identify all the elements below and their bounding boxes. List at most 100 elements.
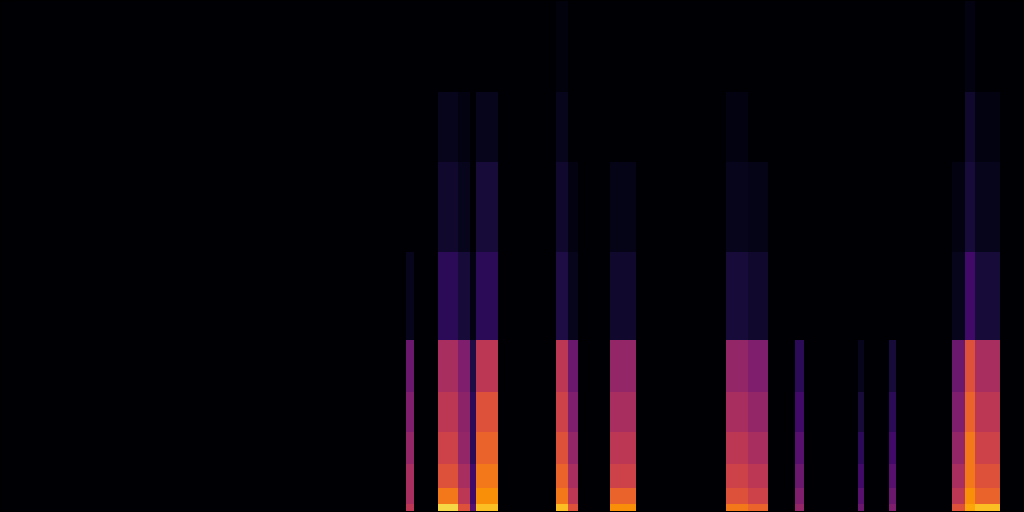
heatmap-cell [748, 488, 768, 504]
heatmap-cell [0, 340, 406, 392]
heatmap-cell [1000, 0, 1024, 92]
heatmap-cell [896, 340, 952, 392]
heatmap-cell [726, 0, 748, 92]
heatmap-cell [498, 488, 556, 504]
heatmap-cell [556, 392, 568, 432]
heatmap-cell [952, 432, 965, 464]
heatmap-cell [0, 488, 406, 504]
heatmap-cell [889, 504, 896, 512]
heatmap-cell [975, 504, 1000, 512]
heatmap-cell [726, 432, 748, 464]
heatmap-cell [458, 432, 470, 464]
heatmap-cell [858, 340, 864, 392]
heatmap-cell [406, 504, 414, 512]
heatmap-cell [804, 252, 858, 340]
heatmap-cell [556, 252, 568, 340]
heatmap-cell [889, 252, 896, 340]
heatmap-cell [768, 488, 795, 504]
heatmap-cell [858, 464, 864, 488]
heatmap-cell [804, 432, 858, 464]
heatmap-cell [458, 340, 470, 392]
heatmap-cell [1000, 252, 1024, 340]
heatmap-cell [414, 340, 438, 392]
heatmap-cell [858, 162, 864, 252]
heatmap-cell [0, 392, 406, 432]
heatmap-cell [768, 252, 795, 340]
heatmap-cell [768, 340, 795, 392]
heatmap-cell [864, 162, 889, 252]
heatmap-cell [726, 464, 748, 488]
heatmap-cell [610, 252, 636, 340]
heatmap-cell [795, 432, 804, 464]
heatmap-cell [858, 504, 864, 512]
heatmap-cells [0, 0, 1024, 512]
heatmap-cell [858, 432, 864, 464]
heatmap-cell [578, 392, 610, 432]
heatmap-cell [768, 432, 795, 464]
heatmap-cell [458, 252, 470, 340]
heatmap-cell [952, 488, 965, 504]
heatmap-cell [568, 432, 578, 464]
heatmap-cell [438, 504, 458, 512]
heatmap-cell [975, 252, 1000, 340]
heatmap-cell [568, 488, 578, 504]
heatmap-cell [636, 0, 726, 92]
heatmap-cell [896, 0, 952, 92]
heatmap-cell [864, 0, 889, 92]
heatmap-cell [1000, 92, 1024, 162]
heatmap-cell [795, 252, 804, 340]
heatmap-cell [965, 392, 975, 432]
heatmap-cell [858, 0, 864, 92]
heatmap-cell [578, 464, 610, 488]
heatmap-cell [0, 0, 406, 92]
heatmap-cell [406, 432, 414, 464]
heatmap-cell [804, 162, 858, 252]
heatmap-cell [0, 92, 406, 162]
heatmap-cell [896, 252, 952, 340]
heatmap-cell [438, 464, 458, 488]
heatmap-cell [636, 162, 726, 252]
heatmap-cell [795, 488, 804, 504]
heatmap-cell [858, 252, 864, 340]
heatmap-cell [578, 252, 610, 340]
heatmap-cell [568, 340, 578, 392]
heatmap-cell [952, 0, 965, 92]
heatmap-cell [498, 252, 556, 340]
heatmap-cell [952, 162, 965, 252]
heatmap-cell [610, 432, 636, 464]
heatmap-cell [864, 392, 889, 432]
heatmap-cell [804, 340, 858, 392]
heatmap-cell [0, 162, 406, 252]
heatmap-cell [768, 464, 795, 488]
heatmap-cell [406, 92, 414, 162]
heatmap-cell [768, 92, 795, 162]
heatmap-cell [406, 464, 414, 488]
heatmap-cell [406, 0, 414, 92]
heatmap-cell [864, 504, 889, 512]
heatmap-cell [470, 0, 476, 92]
heatmap-cell [795, 92, 804, 162]
heatmap-cell [610, 162, 636, 252]
heatmap-cell [578, 432, 610, 464]
heatmap-cell [1000, 392, 1024, 432]
heatmap-cell [952, 92, 965, 162]
heatmap-cell [498, 340, 556, 392]
heatmap-cell [414, 432, 438, 464]
heatmap-cell [726, 504, 748, 512]
heatmap-cell [726, 340, 748, 392]
heatmap-cell [965, 432, 975, 464]
heatmap-cell [952, 504, 965, 512]
heatmap-cell [804, 504, 858, 512]
heatmap-cell [458, 488, 470, 504]
heatmap-cell [1000, 340, 1024, 392]
heatmap-cell [578, 488, 610, 504]
heatmap-cell [476, 92, 498, 162]
heatmap-cell [636, 392, 726, 432]
heatmap-cell [952, 464, 965, 488]
heatmap-cell [476, 162, 498, 252]
heatmap-cell [556, 92, 568, 162]
heatmap-cell [458, 92, 470, 162]
heatmap-cell [864, 488, 889, 504]
heatmap-cell [804, 488, 858, 504]
heatmap-cell [768, 392, 795, 432]
